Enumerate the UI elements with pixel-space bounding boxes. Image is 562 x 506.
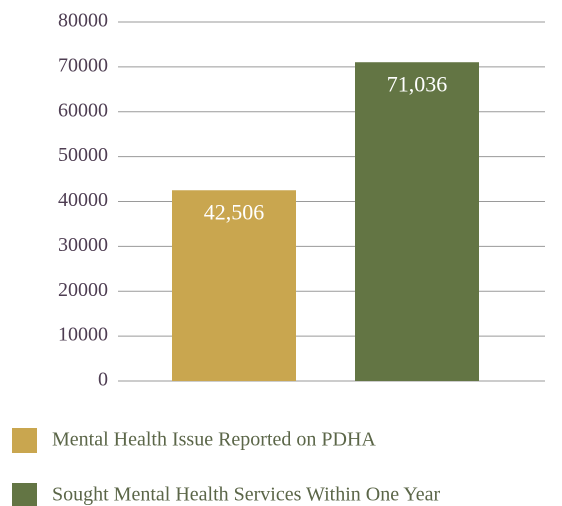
y-tick-label: 40000 <box>58 189 108 211</box>
y-tick-label: 20000 <box>58 279 108 301</box>
y-tick-label: 60000 <box>58 99 108 121</box>
value-label: 71,036 <box>387 71 448 96</box>
y-tick-label: 30000 <box>58 234 108 256</box>
y-tick-label: 70000 <box>58 54 108 76</box>
legend-label: Mental Health Issue Reported on PDHA <box>52 429 376 451</box>
legend-swatch <box>12 483 37 506</box>
bar <box>355 62 479 381</box>
value-label: 42,506 <box>204 199 265 224</box>
y-tick-label: 0 <box>98 369 108 391</box>
legend-swatch <box>12 428 37 453</box>
y-tick-label: 10000 <box>58 324 108 346</box>
y-tick-label: 50000 <box>58 144 108 166</box>
bar <box>172 190 296 381</box>
legend-label: Sought Mental Health Services Within One… <box>52 484 441 506</box>
y-tick-label: 80000 <box>58 10 108 32</box>
